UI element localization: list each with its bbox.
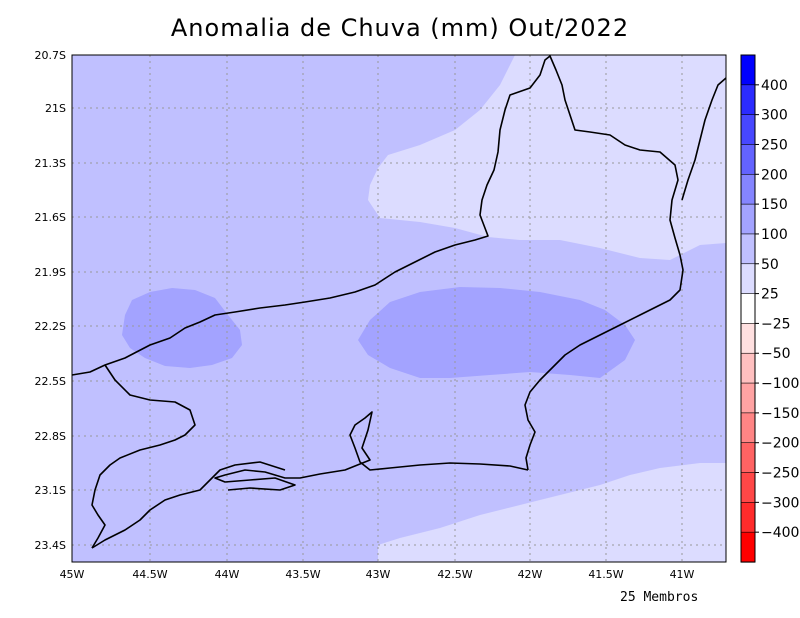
anomaly-region-light-north <box>368 55 726 260</box>
lon-tick-label: 41.5W <box>588 568 623 581</box>
colorbar-label: −250 <box>761 466 799 482</box>
lat-tick-label: 21.6S <box>35 211 66 224</box>
ensemble-members-note: 25 Membros <box>620 590 699 605</box>
colorbar-swatch <box>740 144 756 175</box>
lon-tick-label: 42.5W <box>437 568 472 581</box>
colorbar-swatch <box>740 263 756 295</box>
colorbar-swatch <box>740 323 756 354</box>
colorbar-label: −150 <box>761 406 799 422</box>
colorbar-label: 100 <box>761 227 788 243</box>
coastline-south <box>214 411 529 491</box>
lon-tick-label: 43W <box>366 568 391 581</box>
colorbar-swatch <box>740 233 756 265</box>
grid-lines <box>72 55 726 562</box>
map-title: Anomalia de Chuva (mm) Out/2022 <box>170 14 630 42</box>
y-axis: 20.7S 21S 21.3S 21.6S 21.9S 22.2S 22.5S … <box>35 49 66 552</box>
anomaly-region-west <box>122 288 242 368</box>
state-border-west <box>91 364 196 549</box>
plot-frame <box>71 54 727 563</box>
state-border-north <box>71 55 684 471</box>
x-axis: 45W 44.5W 44W 43.5W 43W 42.5W 42W 41.5W … <box>60 568 695 581</box>
boundary-lines <box>71 55 727 549</box>
colorbar-swatch <box>740 114 756 146</box>
colorbar-swatch <box>740 442 756 474</box>
colorbar-swatch <box>740 173 756 205</box>
colorbar-swatch <box>740 203 756 235</box>
colorbar-swatch <box>740 54 756 86</box>
lat-tick-label: 20.7S <box>35 49 66 62</box>
colorbar-frame <box>740 54 756 563</box>
colorbar-label: −100 <box>761 376 799 392</box>
lon-tick-label: 41W <box>670 568 695 581</box>
lat-tick-label: 21.3S <box>35 157 66 170</box>
lat-tick-label: 21S <box>45 102 66 115</box>
state-border-east <box>681 77 727 201</box>
lat-tick-label: 22.5S <box>35 375 66 388</box>
colorbar-swatch <box>740 382 756 414</box>
colorbar-label: 50 <box>761 257 779 273</box>
colorbar-label: 150 <box>761 197 788 213</box>
colorbar-label: 300 <box>761 108 788 124</box>
lon-tick-label: 44.5W <box>132 568 167 581</box>
colorbar-swatch <box>740 472 756 503</box>
lat-tick-label: 22.2S <box>35 320 66 333</box>
colorbar: 400 300 250 200 150 100 50 25 −25 −50 −100 −150 −200… <box>740 54 799 563</box>
colorbar-label: 250 <box>761 137 788 153</box>
lon-tick-label: 43.5W <box>285 568 320 581</box>
colorbar-swatch <box>740 531 756 563</box>
colorbar-swatch <box>740 293 756 325</box>
colorbar-swatch <box>740 84 756 116</box>
colorbar-swatch <box>740 502 756 533</box>
lat-tick-label: 23.1S <box>35 484 66 497</box>
colorbar-label: −400 <box>761 525 799 541</box>
lat-tick-label: 21.9S <box>35 266 66 279</box>
coastline-west-bay <box>91 461 286 549</box>
colorbar-label: 400 <box>761 78 788 94</box>
lat-tick-label: 22.8S <box>35 430 66 443</box>
colorbar-swatch <box>740 412 756 444</box>
colorbar-label: 25 <box>761 287 779 303</box>
colorbar-label: −50 <box>761 346 791 362</box>
lon-tick-label: 44W <box>215 568 240 581</box>
colorbar-label: 200 <box>761 167 788 183</box>
lat-tick-label: 23.4S <box>35 539 66 552</box>
colorbar-label: −300 <box>761 495 799 511</box>
lon-tick-label: 45W <box>60 568 85 581</box>
colorbar-label: −200 <box>761 436 799 452</box>
colorbar-label: −25 <box>761 316 791 332</box>
anomaly-region-light-south <box>378 463 726 562</box>
plot-area <box>71 54 727 563</box>
lon-tick-label: 42W <box>518 568 543 581</box>
colorbar-swatch <box>740 352 756 384</box>
